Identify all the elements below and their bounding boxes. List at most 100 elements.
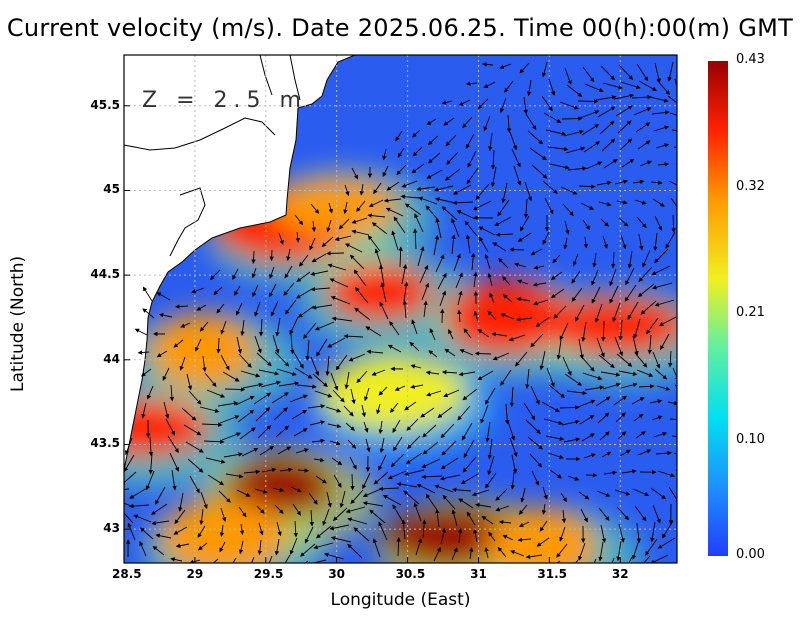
velocity-arrow	[273, 407, 288, 421]
velocity-arrow	[345, 422, 355, 431]
velocity-arrow	[398, 246, 403, 268]
velocity-arrow	[258, 318, 264, 337]
velocity-arrow	[461, 422, 473, 441]
velocity-arrow	[640, 300, 657, 315]
velocity-arrow	[367, 235, 381, 252]
x-tick-label: 32	[611, 567, 629, 581]
velocity-arrows	[124, 61, 677, 563]
velocity-arrow	[465, 234, 471, 254]
velocity-arrow	[441, 440, 457, 456]
velocity-arrow	[465, 133, 475, 149]
velocity-arrow	[495, 505, 510, 512]
velocity-arrow	[309, 420, 326, 426]
velocity-arrow	[385, 207, 404, 217]
velocity-arrow	[441, 100, 453, 105]
velocity-arrow	[284, 299, 297, 315]
velocity-arrow	[535, 316, 551, 327]
velocity-arrow	[237, 409, 255, 423]
velocity-arrow	[309, 509, 315, 527]
velocity-arrow	[411, 163, 425, 174]
velocity-arrow	[293, 428, 308, 437]
velocity-arrow	[213, 286, 223, 296]
velocity-arrow	[637, 283, 655, 298]
velocity-arrow	[511, 454, 518, 474]
velocity-arrow	[416, 186, 436, 192]
velocity-arrow	[580, 202, 594, 210]
velocity-arrow	[638, 384, 655, 389]
velocity-arrow	[634, 352, 648, 368]
velocity-arrow	[363, 387, 370, 402]
velocity-arrow	[632, 179, 645, 185]
velocity-arrow	[198, 542, 208, 551]
velocity-arrow	[631, 94, 653, 100]
velocity-arrow	[238, 540, 244, 555]
velocity-arrow	[494, 216, 512, 227]
y-tick-label: 43.5	[90, 436, 120, 451]
velocity-arrow	[600, 524, 607, 544]
x-tick-label: 29.5	[253, 567, 284, 581]
velocity-arrow	[672, 367, 677, 382]
velocity-arrow	[539, 520, 548, 532]
velocity-arrow	[275, 317, 281, 337]
velocity-arrow	[542, 180, 558, 194]
velocity-arrow	[598, 541, 604, 562]
velocity-arrow	[426, 118, 437, 125]
velocity-arrow	[616, 540, 622, 562]
velocity-arrow	[453, 253, 461, 272]
velocity-arrow	[254, 488, 268, 494]
velocity-arrow	[443, 117, 455, 126]
velocity-arrow	[660, 333, 670, 351]
velocity-arrow	[533, 265, 545, 270]
velocity-arrow	[326, 251, 345, 256]
velocity-arrow	[232, 268, 239, 280]
velocity-arrow	[423, 300, 428, 318]
velocity-arrow	[329, 524, 350, 531]
velocity-arrow	[439, 474, 461, 481]
velocity-arrow	[323, 552, 345, 560]
velocity-arrow	[559, 526, 566, 542]
velocity-arrow	[270, 300, 279, 317]
velocity-arrow	[359, 183, 365, 196]
velocity-arrow	[197, 525, 206, 538]
velocity-arrow	[524, 181, 533, 202]
velocity-arrow	[618, 523, 625, 543]
velocity-arrow	[578, 542, 586, 561]
velocity-arrow	[654, 62, 661, 84]
velocity-arrow	[167, 435, 179, 454]
velocity-arrow	[575, 304, 585, 322]
velocity-arrow	[572, 253, 579, 267]
y-axis-label: Latitude (North)	[8, 255, 28, 392]
velocity-arrow	[199, 321, 209, 332]
x-axis-label: Longitude (East)	[330, 590, 471, 610]
velocity-arrow	[283, 282, 295, 296]
velocity-arrow	[310, 203, 320, 214]
velocity-arrow	[584, 385, 605, 391]
velocity-arrow	[289, 333, 295, 355]
velocity-arrow	[314, 390, 333, 398]
velocity-arrow	[420, 407, 435, 418]
velocity-arrow	[463, 439, 475, 458]
velocity-arrow	[487, 438, 493, 460]
velocity-arrow	[441, 206, 458, 221]
velocity-arrow	[559, 405, 580, 410]
velocity-arrow	[380, 282, 387, 303]
velocity-arrow	[383, 198, 402, 203]
velocity-arrow	[579, 415, 595, 425]
velocity-arrow	[613, 93, 635, 100]
velocity-arrow	[421, 519, 427, 539]
velocity-arrow	[621, 469, 637, 474]
velocity-arrow	[382, 165, 389, 177]
velocity-arrow	[609, 285, 619, 304]
velocity-arrow	[348, 353, 366, 362]
velocity-arrow	[545, 129, 567, 136]
velocity-arrow	[531, 164, 548, 179]
velocity-arrow	[517, 537, 532, 543]
velocity-arrow	[351, 217, 368, 224]
velocity-arrow	[278, 381, 300, 387]
velocity-arrow	[633, 318, 641, 339]
velocity-arrow	[652, 351, 661, 369]
velocity-arrow	[222, 371, 240, 382]
velocity-arrow	[483, 81, 496, 89]
x-tick-label: 30	[328, 567, 346, 581]
